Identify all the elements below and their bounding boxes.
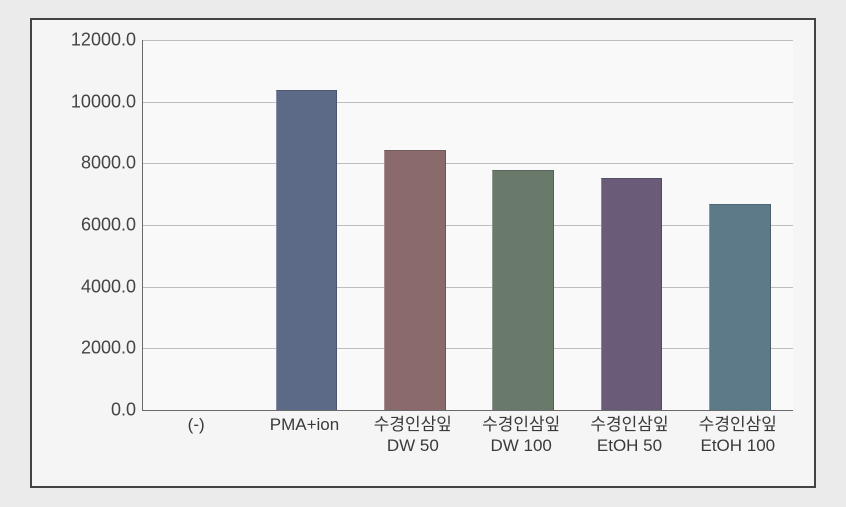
chart-frame: 0.0 2000.0 4000.0 6000.0 8000.0 10000.0 12000.… — [30, 18, 816, 488]
x-axis-labels: (-)PMA+ion수경인삼잎DW 50수경인삼잎DW 100수경인삼잎EtOH… — [142, 414, 792, 484]
y-tick-label: 8000.0 — [36, 153, 136, 174]
x-tick-label-line2: EtOH 100 — [684, 435, 792, 456]
y-tick-label: 4000.0 — [36, 276, 136, 297]
x-tick-label-line1: (-) — [142, 414, 250, 435]
y-axis-ticks: 0.02000.04000.06000.08000.010000.012000.… — [32, 40, 136, 410]
y-tick-label: 12000.0 — [36, 30, 136, 51]
x-tick-label: (-) — [142, 414, 250, 435]
x-tick-label: 수경인삼잎EtOH 100 — [684, 414, 792, 457]
x-tick-label-line1: 수경인삼잎 — [575, 414, 683, 435]
bar — [276, 90, 338, 410]
y-tick-label: 6000.0 — [36, 215, 136, 236]
x-tick-label: 수경인삼잎EtOH 50 — [575, 414, 683, 457]
x-tick-label-line1: 수경인삼잎 — [684, 414, 792, 435]
y-tick-label: 10000.0 — [36, 91, 136, 112]
bar — [384, 150, 446, 410]
x-tick-label-line2: DW 50 — [359, 435, 467, 456]
x-tick-label-line1: PMA+ion — [250, 414, 358, 435]
y-tick-label: 0.0 — [36, 400, 136, 421]
x-tick-label: 수경인삼잎DW 100 — [467, 414, 575, 457]
x-tick-label-line2: EtOH 50 — [575, 435, 683, 456]
x-tick-label: 수경인삼잎DW 50 — [359, 414, 467, 457]
bar — [601, 178, 663, 410]
plot-area — [142, 40, 793, 411]
x-tick-label-line1: 수경인삼잎 — [359, 414, 467, 435]
bars-layer — [143, 40, 793, 410]
x-tick-label: PMA+ion — [250, 414, 358, 435]
x-tick-label-line1: 수경인삼잎 — [467, 414, 575, 435]
bar — [492, 170, 554, 410]
x-tick-label-line2: DW 100 — [467, 435, 575, 456]
y-tick-label: 2000.0 — [36, 338, 136, 359]
bar — [709, 204, 771, 410]
